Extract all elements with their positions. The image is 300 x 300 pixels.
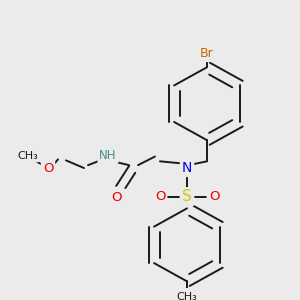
Text: O: O	[112, 191, 122, 204]
Text: CH₃: CH₃	[18, 151, 38, 160]
Text: O: O	[209, 190, 219, 203]
Text: CH₃: CH₃	[177, 292, 197, 300]
Text: S: S	[182, 189, 192, 204]
Text: N: N	[182, 161, 192, 175]
Text: Br: Br	[200, 47, 214, 60]
Text: O: O	[155, 190, 165, 203]
Text: NH: NH	[99, 149, 117, 162]
Text: O: O	[43, 161, 53, 175]
